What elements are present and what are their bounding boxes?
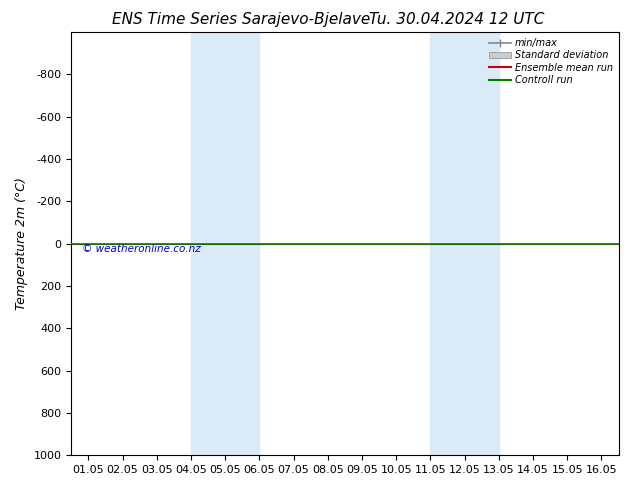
Text: Tu. 30.04.2024 12 UTC: Tu. 30.04.2024 12 UTC (369, 12, 544, 27)
Y-axis label: Temperature 2m (°C): Temperature 2m (°C) (15, 177, 28, 310)
Text: ENS Time Series Sarajevo-Bjelave: ENS Time Series Sarajevo-Bjelave (112, 12, 370, 27)
Bar (191, 32, 259, 455)
Legend: min/max, Standard deviation, Ensemble mean run, Controll run: min/max, Standard deviation, Ensemble me… (486, 34, 617, 89)
Text: © weatheronline.co.nz: © weatheronline.co.nz (82, 244, 201, 254)
Bar (430, 32, 499, 455)
